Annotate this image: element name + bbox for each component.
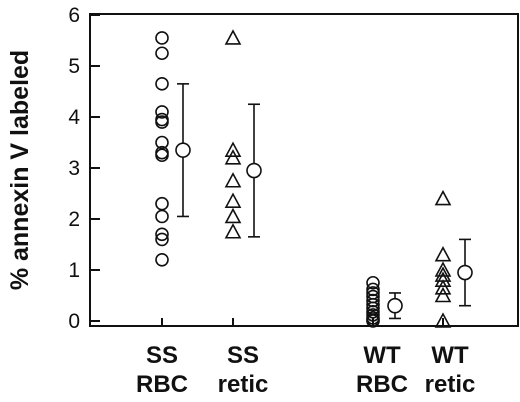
y-tick-label-2: 2	[68, 208, 80, 231]
category-label-line1: SS	[227, 342, 259, 369]
data-point-triangle	[434, 246, 452, 262]
data-point-circle	[366, 297, 380, 312]
y-tick-label-1: 1	[68, 259, 80, 282]
data-point-triangle	[224, 223, 242, 239]
y-axis-title: % annexin V labeled	[6, 50, 34, 290]
category-label-line2: retic	[218, 371, 269, 398]
category-label-line1: SS	[146, 342, 178, 369]
data-point-circle	[155, 227, 169, 242]
mean-marker	[457, 264, 473, 281]
data-point-triangle	[434, 312, 452, 328]
category-label-line2: RBC	[356, 371, 408, 398]
category-label-line2: retic	[425, 371, 476, 398]
group-1	[155, 31, 191, 326]
data-point-triangle	[224, 29, 242, 45]
y-tick-label-3: 3	[68, 157, 80, 180]
mean-marker	[175, 142, 191, 158]
data-point-triangle	[224, 192, 242, 208]
group-3	[366, 275, 403, 328]
y-axis: 0 1 2 3 4 5 6	[68, 4, 100, 333]
data-point-circle	[155, 115, 169, 129]
mean-marker	[246, 162, 262, 179]
data-point-circle	[155, 46, 169, 61]
data-point-circle	[366, 314, 380, 328]
data-marks	[155, 29, 473, 328]
y-tick-label-0: 0	[68, 310, 80, 333]
data-point-triangle	[434, 271, 452, 288]
data-point-circle	[155, 77, 169, 91]
category-label-line1: WT	[431, 342, 469, 369]
data-point-triangle	[434, 261, 452, 277]
data-point-circle	[155, 148, 169, 163]
category-label-line1: WT	[363, 342, 401, 369]
data-point-circle	[155, 252, 169, 267]
data-point-circle	[366, 275, 380, 290]
group-2	[224, 29, 262, 326]
y-tick-label-5: 5	[68, 55, 80, 78]
y-tick-label-4: 4	[68, 106, 80, 129]
mean-marker	[387, 297, 403, 314]
data-point-circle	[155, 196, 169, 211]
data-point-triangle	[434, 189, 452, 206]
data-point-triangle	[434, 279, 452, 295]
data-point-triangle	[224, 141, 242, 157]
data-point-triangle	[224, 207, 242, 224]
plot-frame	[89, 13, 519, 327]
data-point-circle	[155, 105, 169, 119]
data-point-circle	[155, 232, 169, 247]
data-point-circle	[155, 209, 169, 224]
data-point-triangle	[224, 172, 242, 188]
data-point-triangle	[224, 149, 242, 165]
y-tick-label-6: 6	[68, 4, 80, 27]
data-point-triangle	[434, 286, 452, 303]
data-point-circle	[155, 31, 169, 45]
group-4	[434, 189, 473, 328]
category-label-line2: RBC	[136, 371, 188, 398]
